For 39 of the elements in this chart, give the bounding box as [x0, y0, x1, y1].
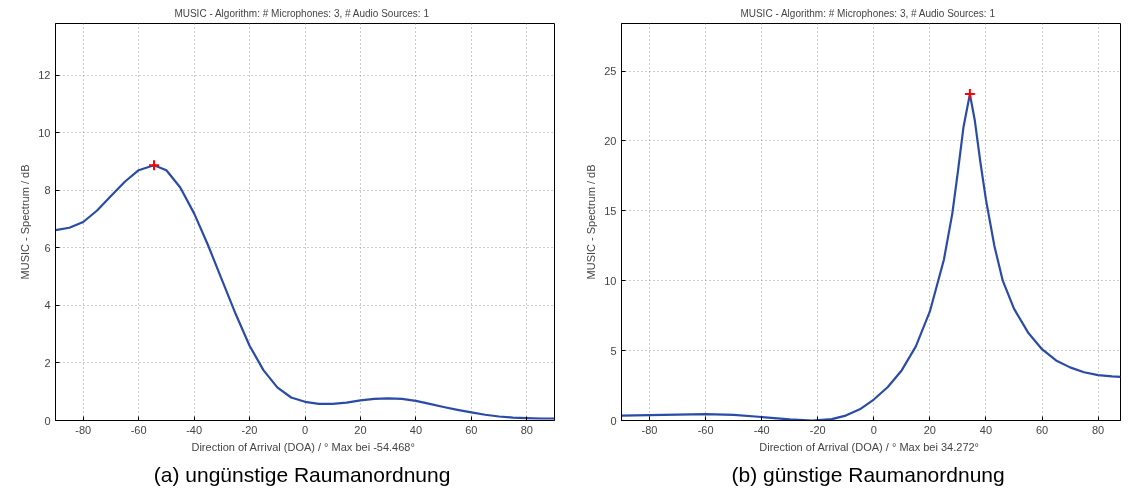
y-tick-label: 0 [610, 414, 617, 427]
text: (a) ungünstige Raumanordnung [153, 462, 451, 486]
x-tick-label: -20 [809, 423, 826, 436]
x-tick-label: 60 [465, 423, 478, 436]
x-tick-label: 60 [1035, 423, 1049, 436]
y-tick-label: 8 [44, 184, 51, 197]
chart-title: MUSIC - Algorithm: # Microphones: 3, # Audio Sources: 1 [174, 7, 430, 19]
x-tick-label: 20 [923, 423, 936, 436]
y-tick-label: 0 [44, 414, 51, 427]
y-axis-title: MUSIC - Spectrum / dB [585, 164, 598, 280]
y-tick-label: 25 [604, 65, 617, 78]
y-tick-label: 4 [44, 299, 51, 312]
y-tick-label: 2 [44, 356, 51, 369]
y-tick-label: 6 [44, 241, 51, 254]
x-tick-label: -80 [641, 423, 658, 436]
x-tick-label: 80 [1091, 423, 1105, 436]
x-tick-label: 40 [409, 423, 423, 436]
x-axis-title: Direction of Arrival (DOA) / ° Max bei -54.468° [191, 440, 415, 453]
x-tick-label: 40 [979, 423, 993, 436]
x-tick-label: 20 [354, 423, 367, 436]
x-tick-label: -40 [186, 423, 203, 436]
x-tick-label: -40 [753, 423, 770, 436]
x-tick-label: -80 [75, 423, 92, 436]
y-tick-label: 12 [38, 69, 51, 82]
x-tick-label: -20 [241, 423, 258, 436]
y-tick-label: 5 [610, 344, 617, 357]
x-tick-label: -60 [130, 423, 147, 436]
x-tick-label: 0 [301, 423, 309, 436]
y-tick-label: 10 [38, 126, 51, 139]
x-tick-label: 80 [520, 423, 533, 436]
y-tick-label: 10 [604, 274, 617, 287]
x-axis-title: Direction of Arrival (DOA) / ° Max bei 34.272° [759, 440, 980, 453]
y-tick-label: 15 [604, 204, 617, 217]
x-tick-label: 0 [870, 423, 877, 436]
x-tick-label: -60 [697, 423, 714, 436]
y-axis-title: MUSIC - Spectrum / dB [19, 164, 32, 280]
text: (b) günstige Raumanordnung [731, 462, 1005, 486]
chart-title: MUSIC - Algorithm: # Microphones: 3, # Audio Sources: 1 [740, 7, 996, 19]
y-tick-label: 20 [604, 134, 617, 147]
